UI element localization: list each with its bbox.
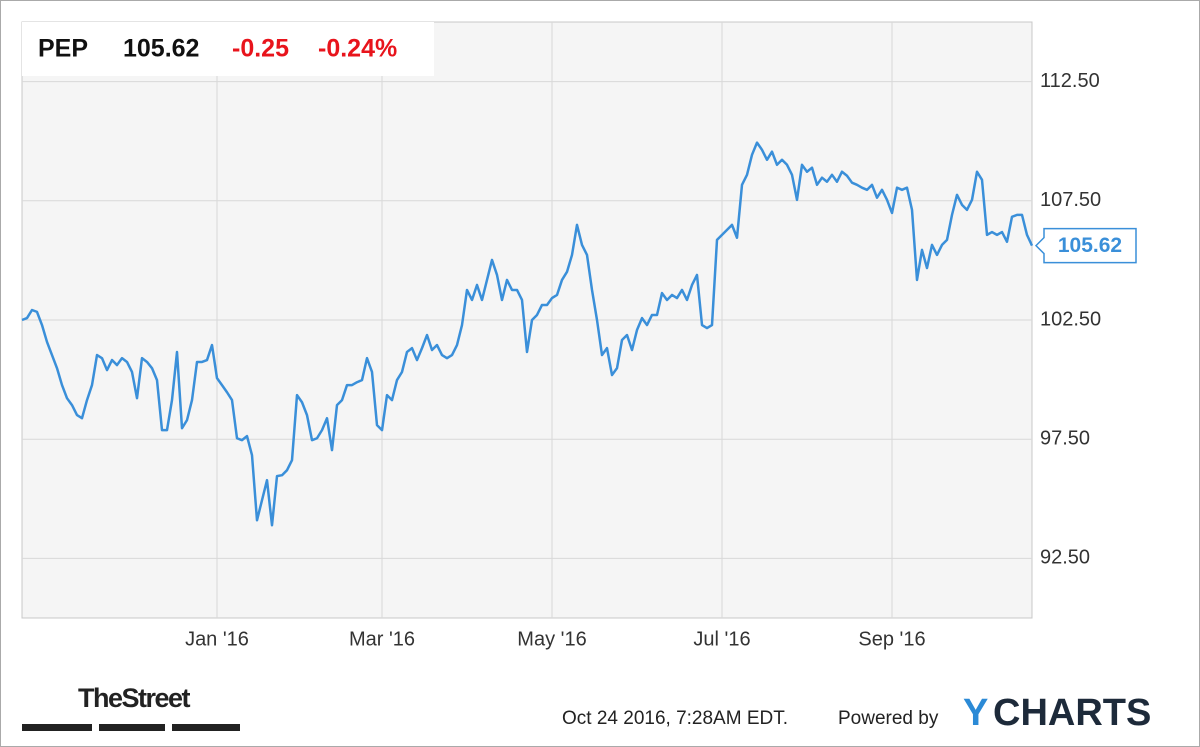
change-percent: -0.24% [318,35,397,63]
y-tick-label: 102.50 [1040,308,1101,330]
last-value-box [1034,227,1137,264]
x-tick-label: Jan '16 [185,628,249,650]
brand-logo: TheStreet [78,683,191,713]
last-value-label: 105.62 [1058,234,1122,257]
y-tick-label: 107.50 [1040,189,1101,211]
timestamp: Oct 24 2016, 7:28AM EDT. [562,708,788,729]
header-box [22,22,434,76]
logo-text: CHARTS [993,692,1151,734]
logo-y: Y [963,692,988,734]
x-tick-label: Sep '16 [858,628,925,650]
y-tick-label: 112.50 [1040,70,1100,92]
y-tick-label: 97.50 [1040,427,1090,449]
x-tick-label: Mar '16 [349,628,415,650]
x-tick-label: Jul '16 [693,628,750,650]
x-tick-label: May '16 [517,628,586,650]
grid [22,22,1032,618]
marks [21,141,1034,527]
brand-bar [99,724,165,731]
brand-bar [172,724,240,731]
symbol: PEP [38,35,88,63]
change: -0.25 [232,35,289,63]
brand-bar [22,724,92,731]
powered-by: Powered by [838,708,939,729]
y-tick-label: 92.50 [1040,547,1090,569]
price-line [21,141,1034,527]
price: 105.62 [123,35,199,63]
